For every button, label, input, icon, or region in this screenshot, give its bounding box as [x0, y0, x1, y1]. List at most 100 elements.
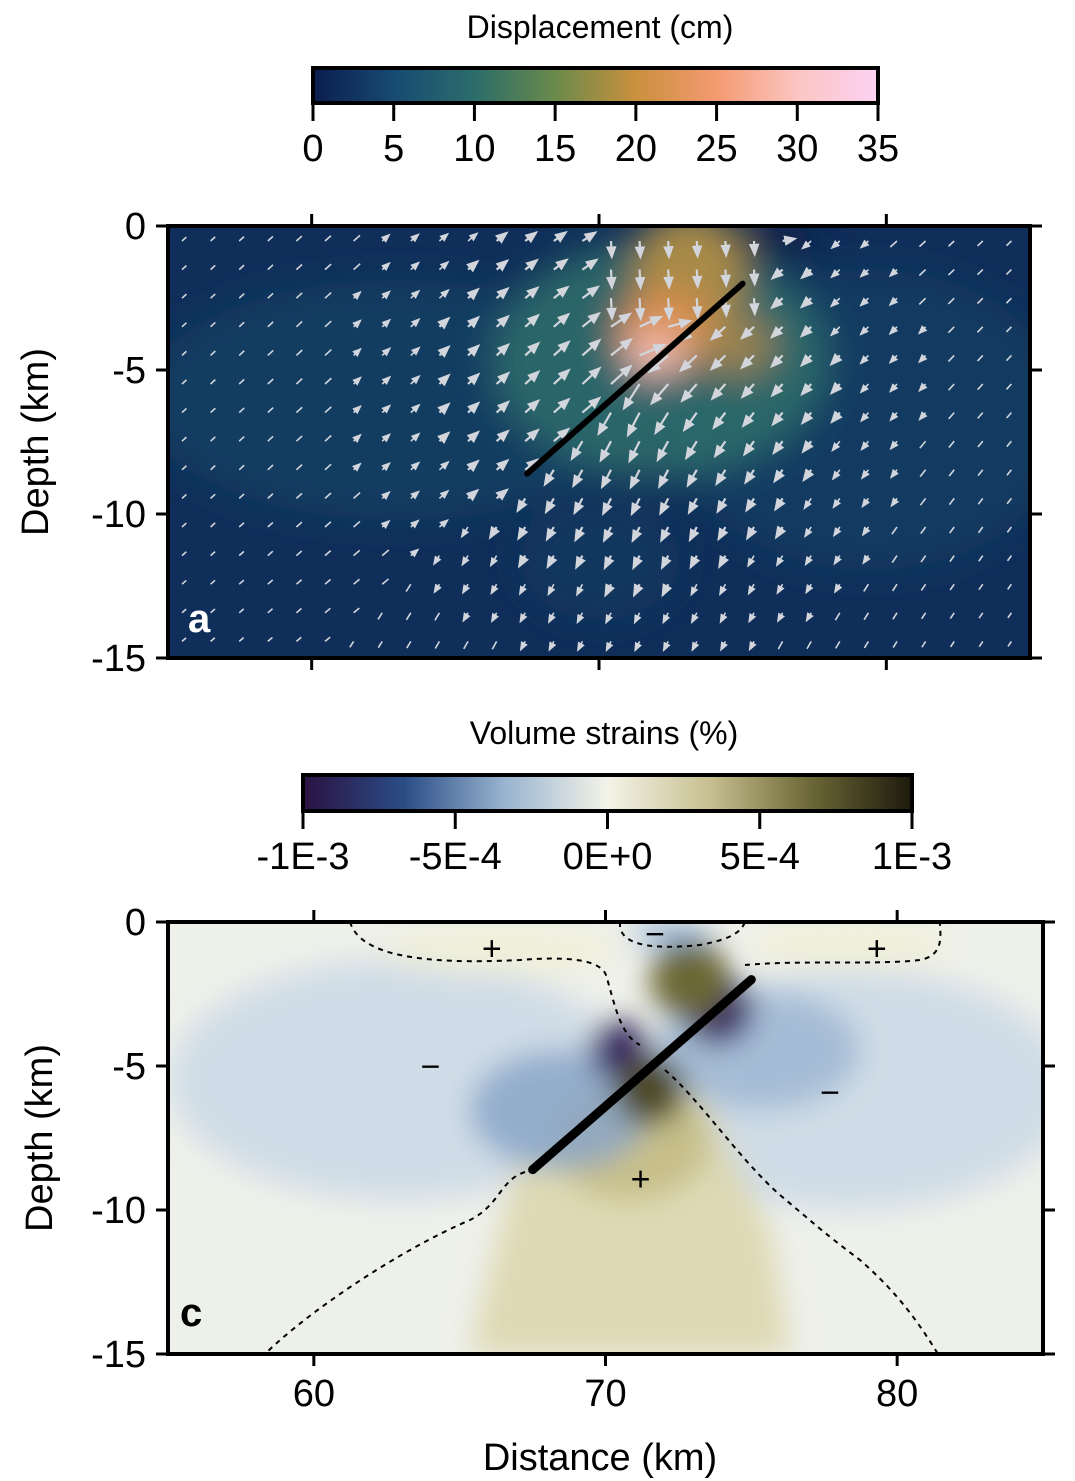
colorbar-tick-label: -5E-4 — [409, 836, 502, 878]
displacement-arrow — [919, 469, 927, 478]
colorbar-tick-label: 5E-4 — [720, 836, 800, 878]
colorbar-tick-label: -1E-3 — [257, 836, 350, 878]
displacement-arrow — [438, 288, 450, 299]
displacement-arrow — [581, 311, 601, 328]
displacement-arrow — [918, 297, 927, 305]
displacement-arrow — [660, 526, 671, 543]
displacement-arrow — [267, 264, 274, 271]
displacement-arrow — [410, 490, 420, 500]
displacement-arrow — [774, 497, 786, 512]
displacement-arrow — [546, 555, 558, 570]
displacement-arrow — [495, 342, 511, 357]
displacement-arrow — [353, 520, 361, 528]
displacement-arrow — [1006, 497, 1013, 505]
displacement-arrow — [267, 235, 274, 242]
displacement-arrow — [740, 354, 755, 370]
displacement-arrow — [210, 321, 216, 328]
displacement-arrow — [573, 497, 585, 516]
displacement-arrow — [524, 458, 540, 471]
displacement-arrow — [581, 258, 599, 271]
displacement-arrow — [658, 469, 670, 489]
displacement-arrow — [181, 522, 187, 528]
displacement-arrow — [835, 640, 841, 649]
displacement-arrow — [948, 440, 955, 449]
displacement-arrow — [433, 583, 442, 594]
displacement-arrow — [295, 406, 303, 414]
displacement-arrow — [745, 497, 757, 513]
displacement-arrow — [381, 347, 392, 357]
displacement-arrow — [377, 640, 383, 649]
colorbar-tick-label: 1E-3 — [872, 836, 952, 878]
displacement-arrow — [238, 436, 245, 442]
displacement-arrow — [801, 439, 814, 454]
displacement-arrow — [324, 492, 332, 499]
displacement-arrow — [437, 316, 451, 330]
displacement-arrow — [1005, 383, 1012, 390]
displacement-arrow — [437, 373, 451, 387]
displacement-arrow — [295, 320, 303, 328]
colorbar-tick-label: 5 — [383, 128, 404, 170]
displacement-arrow — [830, 410, 843, 424]
displacement-arrow — [352, 404, 362, 415]
displacement-arrow — [380, 233, 391, 243]
displacement-arrow — [860, 469, 870, 480]
displacement-arrow — [949, 612, 955, 619]
displacement-arrow — [918, 382, 928, 393]
displacement-arrow — [799, 353, 813, 368]
displacement-arrow — [719, 612, 728, 624]
displacement-arrow — [829, 381, 843, 396]
displacement-arrow — [948, 469, 955, 477]
displacement-arrow — [437, 431, 451, 444]
displacement-arrow — [267, 349, 274, 356]
displacement-arrow — [381, 375, 392, 386]
displacement-arrow — [709, 354, 727, 371]
xlabel-c: Distance (km) — [483, 1437, 717, 1479]
displacement-arrow — [654, 412, 670, 436]
displacement-arrow — [210, 407, 216, 414]
displacement-arrow — [662, 612, 671, 625]
displacement-arrow — [891, 555, 898, 564]
displacement-arrow — [410, 233, 420, 243]
displacement-arrow — [978, 555, 984, 562]
displacement-arrow — [859, 297, 869, 307]
displacement-arrow — [770, 383, 784, 398]
displacement-arrow — [860, 440, 870, 452]
displacement-arrow — [801, 240, 812, 250]
displacement-arrow — [830, 269, 841, 279]
displacement-arrow — [574, 526, 586, 543]
displacement-arrow — [832, 497, 842, 509]
displacement-arrow — [629, 469, 641, 490]
displacement-arrow — [597, 412, 612, 437]
displacement-arrow — [210, 464, 216, 471]
displacement-arrow — [662, 641, 671, 652]
displacement-arrow — [686, 469, 698, 488]
fault-line-a — [524, 280, 746, 477]
displacement-arrow — [918, 269, 927, 277]
colorbar-tick-label: 10 — [453, 128, 495, 170]
displacement-arrow — [324, 550, 332, 557]
displacement-arrow — [488, 525, 501, 540]
displacement-arrow — [742, 440, 755, 457]
displacement-arrow — [181, 637, 187, 643]
displacement-arrow — [353, 234, 361, 242]
x-tick-label: 70 — [584, 1373, 626, 1415]
displacement-arrow — [678, 354, 698, 373]
displacement-arrow — [977, 440, 984, 448]
displacement-arrow — [524, 231, 539, 244]
strain-sign: + — [867, 930, 887, 968]
displacement-arrow — [267, 608, 274, 614]
displacement-arrow — [466, 259, 480, 273]
displacement-arrow — [977, 497, 984, 505]
colorbar-tick-label: 15 — [534, 128, 576, 170]
displacement-arrow — [1006, 440, 1013, 448]
colorbar-tick-label: 0E+0 — [563, 836, 653, 878]
displacement-arrow — [238, 636, 245, 643]
displacement-arrow — [181, 608, 187, 614]
displacement-arrow — [744, 469, 756, 485]
displacement-arrow — [524, 398, 541, 414]
displacement-arrow — [295, 263, 303, 271]
displacement-arrow — [267, 378, 274, 385]
displacement-arrow — [831, 440, 841, 452]
displacement-arrow — [518, 583, 527, 596]
displacement-arrow — [577, 641, 585, 652]
